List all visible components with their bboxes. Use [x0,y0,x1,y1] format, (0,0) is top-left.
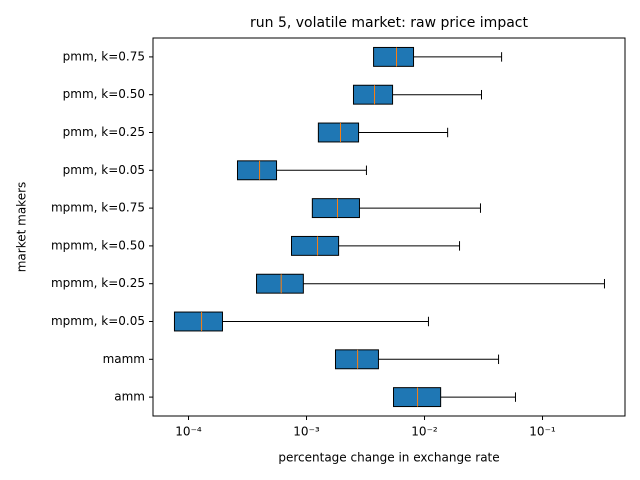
y-tick-label: pmm, k=0.50 [63,87,145,101]
box [173,311,223,332]
y-axis-label: market makers [15,182,29,273]
box [311,198,360,219]
y-tick-label: mpmm, k=0.25 [51,276,145,290]
y-tick-label: pmm, k=0.05 [63,163,145,177]
box [236,160,278,181]
x-tick-label: 10⁻² [411,425,438,439]
chart-title: run 5, volatile market: raw price impact [250,15,528,31]
y-tick-label: mpmm, k=0.05 [51,314,145,328]
x-tick-label: 10⁻⁴ [175,425,202,439]
box [256,273,304,294]
box [373,46,415,67]
plot-frame [152,37,626,417]
x-tick-label: 10⁻³ [293,425,320,439]
y-tick-label: mamm [103,352,145,366]
x-tick-label: 10⁻¹ [529,425,556,439]
y-tick-label: mpmm, k=0.50 [51,238,145,252]
y-tick-label: pmm, k=0.75 [63,49,145,63]
box [334,349,379,370]
x-axis-label: percentage change in exchange rate [278,451,499,465]
box [352,84,394,105]
y-tick-label: mpmm, k=0.75 [51,201,145,215]
y-tick-label: amm [114,390,145,404]
box [317,122,360,143]
box [291,235,340,256]
y-tick-label: pmm, k=0.25 [63,125,145,139]
